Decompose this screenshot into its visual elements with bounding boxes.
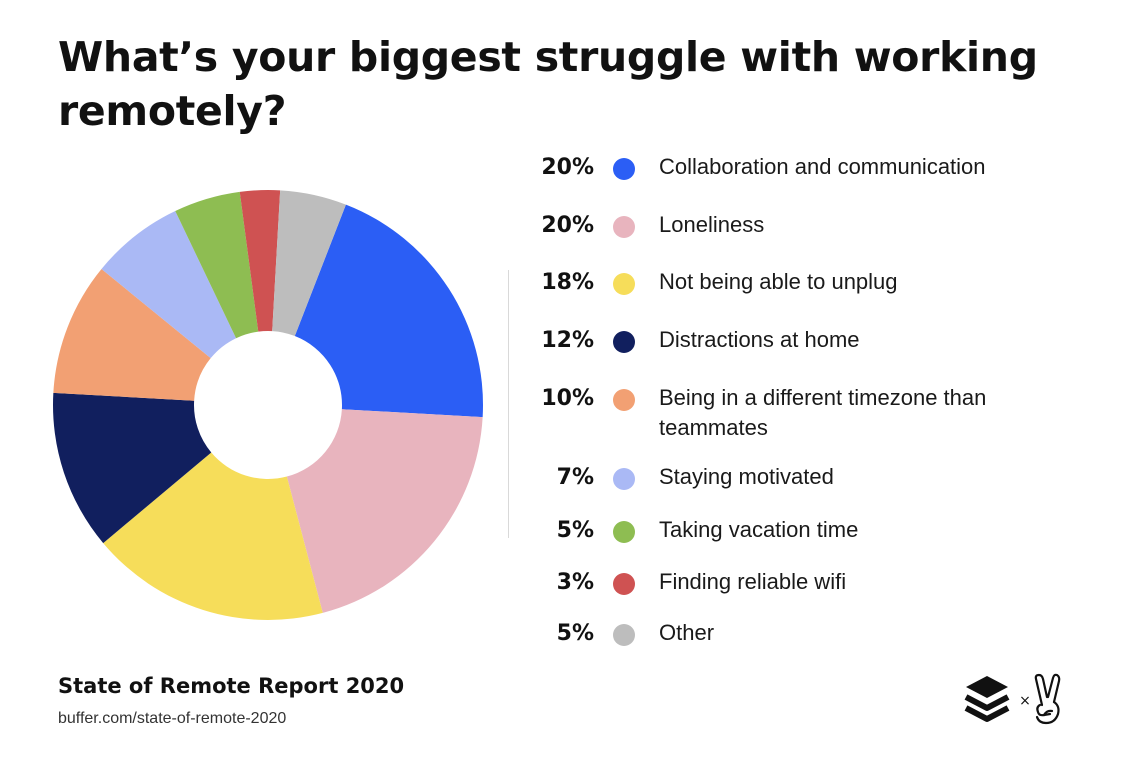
legend-swatch bbox=[613, 389, 635, 411]
slice-distractions-at-home bbox=[53, 392, 212, 544]
legend-value: 7% bbox=[556, 465, 594, 490]
divider bbox=[508, 270, 509, 538]
legend-label: Distractions at home bbox=[659, 327, 860, 352]
brand-separator: × bbox=[1019, 693, 1031, 709]
brand-logos: × bbox=[962, 670, 1062, 730]
report-url: buffer.com/state-of-remote-2020 bbox=[58, 710, 287, 727]
legend-label: Collaboration and communication bbox=[659, 154, 986, 179]
legend-swatch bbox=[613, 331, 635, 353]
legend-label: Finding reliable wifi bbox=[659, 569, 847, 594]
legend-swatch bbox=[613, 624, 635, 646]
slice-collaboration-and-communication bbox=[294, 204, 483, 418]
legend-swatch bbox=[613, 468, 635, 490]
legend-value: 3% bbox=[556, 570, 594, 595]
legend-label: Other bbox=[659, 620, 715, 645]
report-title: State of Remote Report 2020 bbox=[58, 674, 405, 698]
legend-value: 20% bbox=[541, 213, 594, 238]
peace-hand-icon bbox=[1034, 673, 1061, 725]
slice-staying-motivated bbox=[101, 211, 237, 359]
legend-swatch bbox=[613, 216, 635, 238]
legend-swatch bbox=[613, 573, 635, 595]
legend-value: 5% bbox=[556, 621, 594, 646]
legend-value: 12% bbox=[541, 328, 594, 353]
legend-swatch bbox=[613, 273, 635, 295]
slice-loneliness bbox=[286, 409, 483, 613]
legend-value: 10% bbox=[541, 386, 594, 411]
slice-not-being-able-to-unplug bbox=[103, 452, 323, 620]
legend-swatch bbox=[613, 521, 635, 543]
chart-title: What’s your biggest struggle with workin… bbox=[58, 33, 1038, 135]
legend-label: Being in a different timezone than teamm… bbox=[659, 385, 987, 440]
legend-value: 5% bbox=[556, 518, 594, 543]
legend-swatch bbox=[613, 158, 635, 180]
legend-label: Staying motivated bbox=[659, 464, 834, 489]
slice-being-in-a-different-timezone-than-teammates bbox=[53, 268, 211, 401]
legend-label: Not being able to unplug bbox=[659, 269, 898, 294]
slice-finding-reliable-wifi bbox=[239, 190, 281, 332]
legend-label: Taking vacation time bbox=[659, 517, 859, 542]
legend-label: Loneliness bbox=[659, 212, 765, 237]
slice-other bbox=[272, 190, 346, 337]
buffer-layers-icon bbox=[964, 676, 1010, 722]
legend-value: 18% bbox=[541, 270, 594, 295]
slice-taking-vacation-time bbox=[175, 191, 259, 339]
legend-value: 20% bbox=[541, 155, 594, 180]
